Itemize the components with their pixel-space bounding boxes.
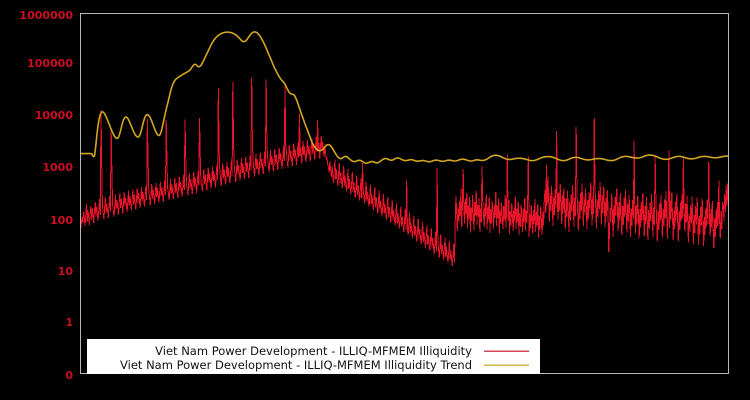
y-axis-tick-label: 100000 (27, 57, 73, 70)
y-axis-tick-label: 10 (58, 265, 74, 278)
legend-label: Viet Nam Power Development - ILLIQ-MFMEM… (155, 344, 472, 358)
series-illiquidity-trend (80, 31, 729, 164)
y-axis-tick-label: 1 (65, 316, 73, 329)
legend-label: Viet Nam Power Development - ILLIQ-MFMEM… (120, 358, 472, 372)
series-layer (80, 31, 729, 266)
y-axis-tick-label: 0 (65, 369, 73, 382)
y-axis-tick-label: 1000 (42, 161, 73, 174)
y-axis-tick-label: 10000 (35, 109, 74, 122)
y-axis-tick-label: 1000000 (19, 9, 73, 22)
y-axis-tick-label: 100 (50, 214, 73, 227)
legend-background (87, 339, 540, 374)
series-illiquidity (80, 77, 729, 266)
chart-legend[interactable]: Viet Nam Power Development - ILLIQ-MFMEM… (87, 339, 540, 374)
